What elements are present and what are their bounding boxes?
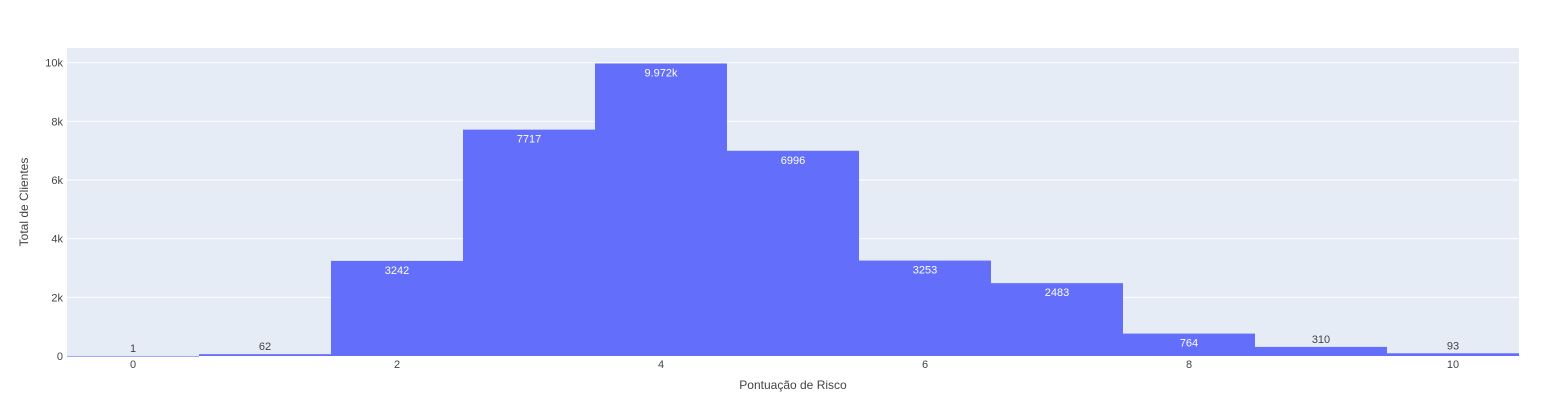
bar-data-label: 6996	[781, 155, 805, 167]
y-tick-label: 2k	[51, 292, 63, 304]
x-axis-title: Pontuação de Risco	[739, 378, 847, 392]
histogram-bar	[1123, 333, 1255, 356]
bar-data-label: 93	[1447, 340, 1459, 352]
y-tick-label: 10k	[45, 58, 63, 70]
bar-data-labels: 1 62 3242 7717 9.972k 6996 3253 2483 764 310 93	[130, 67, 1459, 354]
bar-data-label: 310	[1312, 334, 1330, 346]
bar-data-label: 7717	[517, 134, 541, 146]
x-tick-label: 6	[922, 359, 928, 371]
y-axis-title: Total de Clientes	[17, 158, 31, 247]
y-tick-label: 6k	[51, 175, 63, 187]
bar-data-label: 62	[259, 341, 271, 353]
bars	[67, 63, 1519, 357]
y-tick-label: 8k	[51, 116, 63, 128]
histogram-bar	[727, 150, 859, 356]
y-axis-ticks: 0 2k 4k 6k 8k 10k	[45, 58, 63, 363]
x-tick-label: 4	[658, 359, 664, 371]
histogram-bar	[331, 260, 463, 356]
y-tick-label: 4k	[51, 234, 63, 246]
x-tick-label: 2	[394, 359, 400, 371]
bar-data-label: 2483	[1045, 287, 1069, 299]
histogram-bar	[463, 129, 595, 356]
bar-data-label: 9.972k	[644, 67, 678, 79]
histogram-bar	[991, 283, 1123, 356]
histogram-bar	[595, 63, 727, 356]
histogram-bar	[859, 260, 991, 356]
x-tick-label: 8	[1186, 359, 1192, 371]
histogram-bar	[199, 354, 331, 356]
bar-data-label: 3242	[385, 265, 409, 277]
x-tick-label: 0	[130, 359, 136, 371]
bar-data-label: 3253	[913, 265, 937, 277]
histogram-bar	[1387, 353, 1519, 356]
bar-data-label: 1	[130, 343, 136, 355]
bar-data-label: 764	[1180, 338, 1198, 350]
x-tick-label: 10	[1447, 359, 1459, 371]
histogram-bar	[67, 355, 199, 357]
histogram-bar	[1255, 346, 1387, 356]
y-tick-label: 0	[57, 351, 63, 363]
x-axis-ticks: 0 2 4 6 8 10	[130, 359, 1459, 371]
